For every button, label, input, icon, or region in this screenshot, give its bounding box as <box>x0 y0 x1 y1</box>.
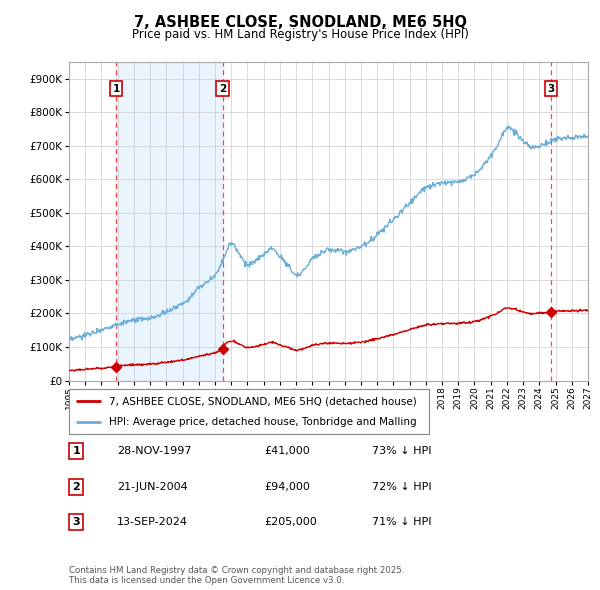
Text: 7, ASHBEE CLOSE, SNODLAND, ME6 5HQ: 7, ASHBEE CLOSE, SNODLAND, ME6 5HQ <box>133 15 467 30</box>
Text: 28-NOV-1997: 28-NOV-1997 <box>117 447 191 456</box>
Text: Contains HM Land Registry data © Crown copyright and database right 2025.
This d: Contains HM Land Registry data © Crown c… <box>69 566 404 585</box>
Bar <box>116 62 223 381</box>
Text: 1: 1 <box>113 84 120 94</box>
Text: £41,000: £41,000 <box>264 447 310 456</box>
Text: 3: 3 <box>73 517 80 527</box>
Text: 21-JUN-2004: 21-JUN-2004 <box>117 482 188 491</box>
Text: 3: 3 <box>547 84 554 94</box>
Text: 71% ↓ HPI: 71% ↓ HPI <box>372 517 431 527</box>
Text: 2: 2 <box>219 84 226 94</box>
Text: 13-SEP-2024: 13-SEP-2024 <box>117 517 188 527</box>
Text: 2: 2 <box>73 482 80 491</box>
Text: 73% ↓ HPI: 73% ↓ HPI <box>372 447 431 456</box>
Text: HPI: Average price, detached house, Tonbridge and Malling: HPI: Average price, detached house, Tonb… <box>109 417 416 427</box>
Text: 7, ASHBEE CLOSE, SNODLAND, ME6 5HQ (detached house): 7, ASHBEE CLOSE, SNODLAND, ME6 5HQ (deta… <box>109 396 416 407</box>
Text: Price paid vs. HM Land Registry's House Price Index (HPI): Price paid vs. HM Land Registry's House … <box>131 28 469 41</box>
Text: 72% ↓ HPI: 72% ↓ HPI <box>372 482 431 491</box>
Text: 1: 1 <box>73 447 80 456</box>
Text: £205,000: £205,000 <box>264 517 317 527</box>
Text: £94,000: £94,000 <box>264 482 310 491</box>
